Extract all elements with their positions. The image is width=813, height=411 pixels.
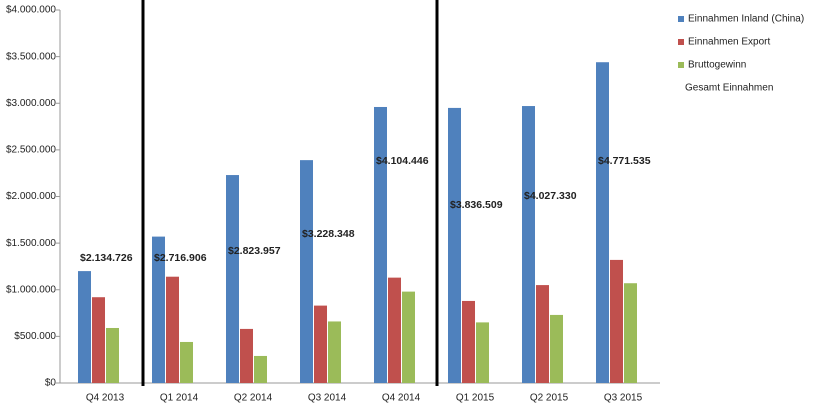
bar bbox=[448, 107, 461, 383]
bar bbox=[402, 291, 415, 383]
x-tick-label: Q1 2015 bbox=[456, 393, 495, 404]
y-tick-label: $2.500.000 bbox=[6, 145, 56, 156]
legend-label: Einnahmen Inland (China) bbox=[688, 14, 804, 25]
bar bbox=[624, 283, 637, 383]
bar bbox=[550, 314, 563, 383]
x-tick-label: Q1 2014 bbox=[160, 393, 199, 404]
legend-swatch bbox=[678, 39, 684, 45]
bar bbox=[106, 327, 119, 383]
bar bbox=[388, 277, 401, 383]
bar bbox=[92, 297, 105, 383]
total-label: $4.771.535 bbox=[598, 155, 651, 167]
total-label: $2.716.906 bbox=[154, 252, 207, 264]
total-label: $4.104.446 bbox=[376, 155, 429, 167]
x-tick-label: Q2 2014 bbox=[234, 393, 273, 404]
y-tick-label: $500.000 bbox=[14, 331, 56, 342]
total-label: $4.027.330 bbox=[524, 190, 577, 202]
bar bbox=[522, 106, 535, 384]
y-tick-label: $4.000.000 bbox=[6, 5, 56, 16]
bar bbox=[462, 300, 475, 383]
total-label: $2.134.726 bbox=[80, 252, 133, 264]
legend-swatch bbox=[678, 16, 684, 22]
bar bbox=[610, 259, 623, 383]
bar bbox=[152, 236, 165, 383]
bar bbox=[476, 322, 489, 383]
bar bbox=[254, 355, 267, 383]
bar bbox=[166, 276, 179, 383]
bar bbox=[78, 271, 91, 383]
legend-swatch bbox=[678, 62, 684, 68]
y-tick-label: $1.000.000 bbox=[6, 284, 56, 295]
total-label: $3.836.509 bbox=[450, 199, 503, 211]
x-tick-label: Q4 2014 bbox=[382, 393, 421, 404]
legend-label: Gesamt Einnahmen bbox=[685, 83, 773, 94]
y-tick-label: $2.000.000 bbox=[6, 191, 56, 202]
legend-label: Bruttogewinn bbox=[688, 60, 746, 71]
bar bbox=[180, 341, 193, 383]
bar bbox=[314, 305, 327, 383]
bar bbox=[300, 160, 313, 383]
total-label: $3.228.348 bbox=[302, 228, 355, 240]
bar bbox=[240, 328, 253, 383]
total-label: $2.823.957 bbox=[228, 245, 281, 257]
x-tick-label: Q3 2015 bbox=[604, 393, 643, 404]
bar bbox=[596, 62, 609, 383]
y-tick-label: $3.500.000 bbox=[6, 51, 56, 62]
bar bbox=[328, 321, 341, 383]
x-tick-label: Q3 2014 bbox=[308, 393, 347, 404]
bar bbox=[226, 175, 239, 383]
x-tick-label: Q2 2015 bbox=[530, 393, 569, 404]
x-tick-label: Q4 2013 bbox=[86, 393, 125, 404]
bar bbox=[536, 285, 549, 383]
bar bbox=[374, 106, 387, 383]
y-tick-label: $0 bbox=[45, 378, 57, 389]
legend-label: Einnahmen Export bbox=[688, 37, 770, 48]
y-tick-label: $3.000.000 bbox=[6, 98, 56, 109]
y-tick-label: $1.500.000 bbox=[6, 238, 56, 249]
